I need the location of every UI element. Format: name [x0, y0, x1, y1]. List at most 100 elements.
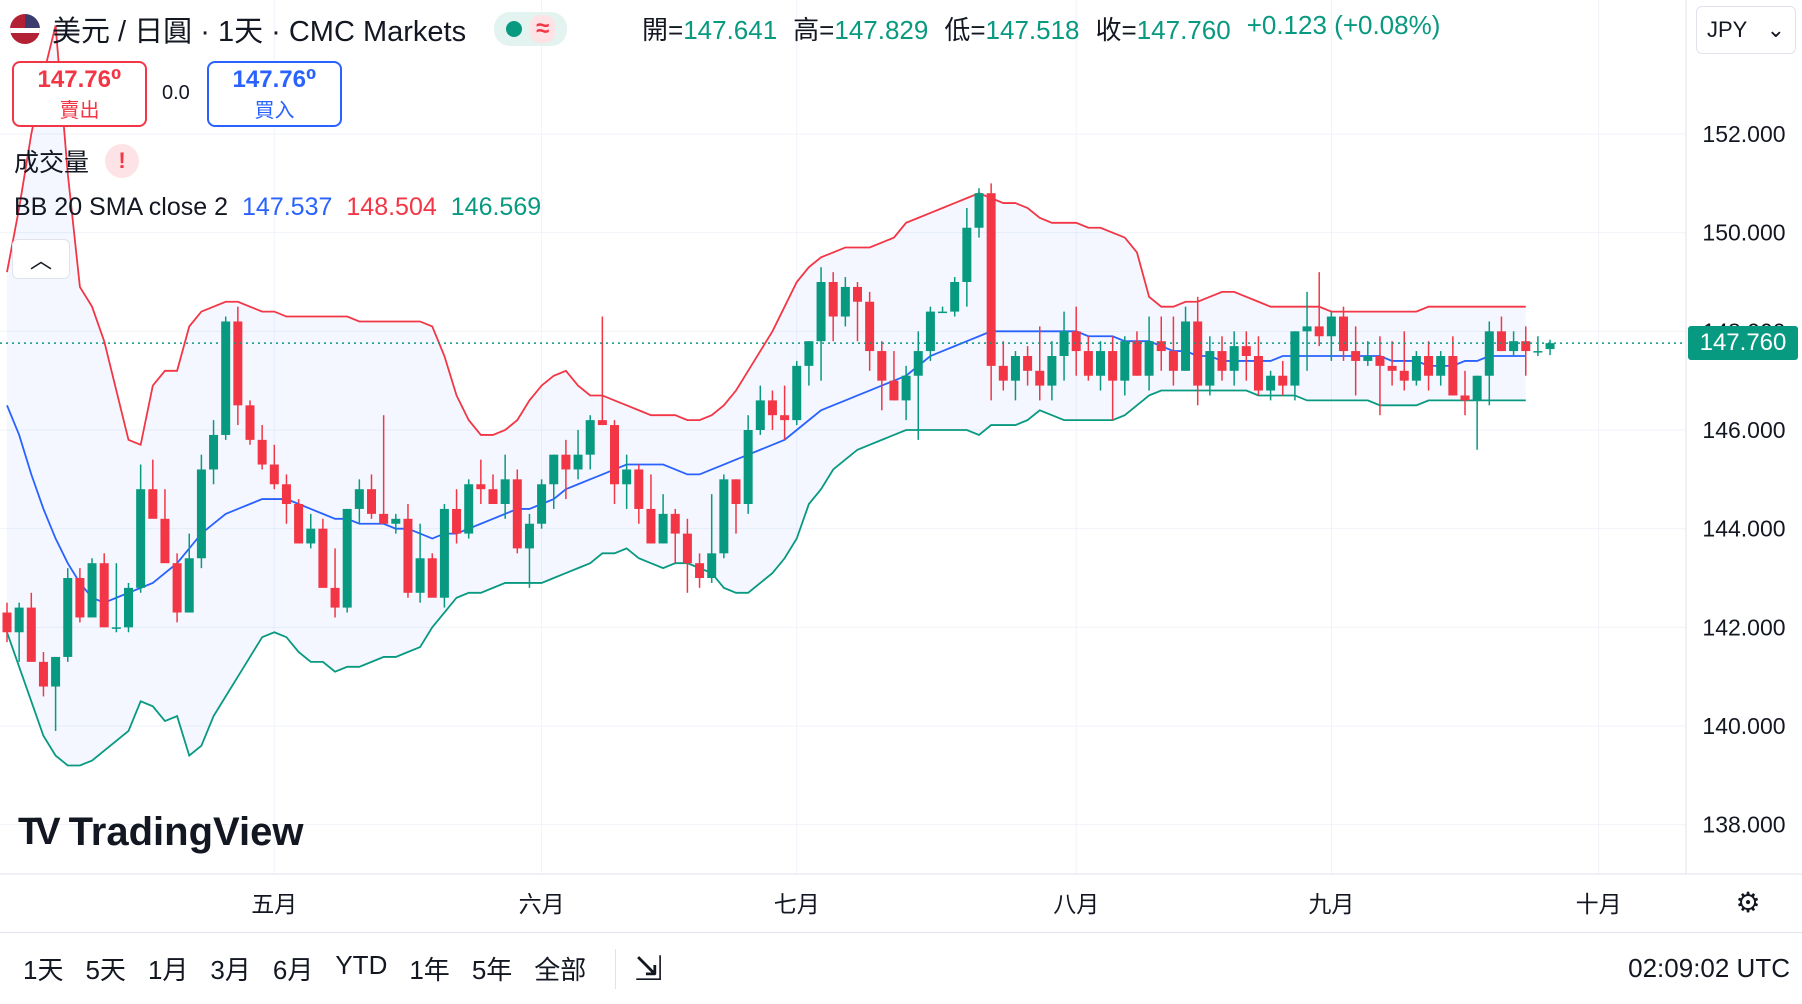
market-status-pill[interactable]: ≈ — [494, 12, 568, 46]
candle-body — [1509, 341, 1519, 352]
candle-body — [1339, 316, 1348, 352]
range-5d[interactable]: 5天 — [85, 955, 126, 985]
collapse-legend-button[interactable]: ︿ — [12, 239, 70, 279]
range-1m[interactable]: 1月 — [147, 955, 189, 985]
candle-body — [1363, 356, 1373, 361]
candle-body — [913, 351, 923, 376]
candle-body — [537, 484, 547, 524]
candle — [1181, 306, 1191, 371]
candle-body — [743, 430, 753, 504]
candle-body — [306, 528, 316, 544]
range-5y[interactable]: 5年 — [471, 955, 513, 985]
candle — [148, 459, 158, 519]
candle-body — [2, 612, 12, 633]
candle-body — [172, 563, 182, 613]
candle — [87, 558, 97, 618]
range-ytd[interactable]: YTD — [335, 950, 388, 980]
candle — [549, 454, 559, 509]
candle — [306, 513, 316, 549]
timeframe-ranges: 1天 5天 1月 3月 6月 YTD 1年 5年 全部 — [12, 950, 597, 987]
candle-body — [318, 528, 328, 588]
bb-basis-line — [6, 330, 1526, 604]
candle — [124, 582, 133, 633]
currency-select[interactable]: JPY ⌄ — [1696, 6, 1796, 54]
candle-body — [670, 513, 680, 534]
candle-body — [634, 469, 644, 509]
candle — [1156, 316, 1166, 371]
candle — [2, 602, 12, 643]
candle — [1108, 336, 1118, 421]
sell-price: 147.76⁰ — [37, 66, 122, 93]
candle-body — [1302, 326, 1312, 332]
warning-icon[interactable]: ! — [105, 144, 140, 178]
candle — [889, 351, 899, 401]
time-tick-label: 八月 — [1053, 891, 1099, 917]
ohlc-low-key: 低= — [944, 15, 986, 45]
candle-body — [804, 341, 814, 366]
candle-body — [160, 518, 170, 564]
candle-body — [658, 513, 668, 544]
candle-body — [379, 513, 389, 524]
candle-body — [962, 227, 972, 282]
bollinger-legend[interactable]: BB 20 SMA close 2 147.537 148.504 146.56… — [14, 193, 541, 222]
candle — [743, 415, 753, 514]
buy-button[interactable]: 147.76⁰ 買入 — [207, 61, 342, 127]
bb-upper-line — [6, 25, 1526, 447]
utc-clock[interactable]: 02:09:02 UTC — [1628, 953, 1790, 983]
candle — [1363, 341, 1373, 366]
candle-body — [1010, 356, 1020, 381]
range-1y[interactable]: 1年 — [409, 955, 450, 985]
candle — [1168, 316, 1178, 386]
candle — [1351, 326, 1361, 396]
candle-body — [1229, 346, 1239, 371]
candle — [75, 568, 85, 623]
range-3m[interactable]: 3月 — [210, 955, 251, 985]
candle-body — [610, 425, 619, 485]
candle-body — [1460, 395, 1470, 401]
range-all[interactable]: 全部 — [534, 955, 587, 985]
wave-icon: ≈ — [530, 15, 556, 43]
candle — [1436, 351, 1446, 386]
currency-value: JPY — [1707, 17, 1748, 42]
candle — [682, 518, 692, 593]
candle-body — [257, 439, 267, 465]
symbol-header[interactable]: 美元 / 日圓 · 1天 · CMC Markets ≈ — [10, 8, 568, 50]
range-6m[interactable]: 6月 — [272, 955, 314, 985]
candle — [610, 420, 619, 504]
settings-gear-icon[interactable]: ⚙ — [1735, 886, 1761, 918]
candle-body — [14, 607, 24, 633]
candle — [853, 282, 862, 342]
candle — [1484, 321, 1494, 406]
candle — [986, 183, 996, 401]
candle-body — [986, 193, 996, 366]
candle — [318, 518, 328, 588]
candle-body — [196, 469, 206, 559]
bb-upper-value: 148.504 — [346, 193, 437, 221]
sell-button[interactable]: 147.76⁰ 賣出 — [12, 61, 147, 127]
candle-body — [245, 405, 255, 440]
candle-body — [1120, 341, 1130, 381]
candle-body — [51, 656, 61, 687]
candle-body — [1411, 356, 1421, 381]
tradingview-logo[interactable]: TV TradingView — [18, 810, 303, 855]
candle-body — [38, 661, 48, 687]
candle — [1339, 306, 1348, 361]
candle-body — [1168, 351, 1178, 371]
goto-date-calendar-icon[interactable]: ⇲ — [634, 949, 663, 988]
range-1d[interactable]: 1天 — [23, 955, 64, 985]
time-tick-label: 六月 — [519, 891, 565, 917]
candle — [427, 553, 437, 598]
volume-indicator-row[interactable]: 成交量 ! — [14, 143, 140, 179]
candle — [925, 306, 935, 361]
price-tick-label: 146.000 — [1702, 417, 1785, 443]
candle-body — [719, 479, 729, 554]
candle-body — [974, 193, 984, 228]
candle-body — [853, 286, 862, 302]
tradingview-mark-icon: TV — [18, 811, 60, 853]
candle — [901, 365, 911, 421]
price-tick-label: 150.000 — [1702, 220, 1785, 246]
candle-body — [828, 282, 838, 317]
candle-body — [403, 518, 413, 593]
candle — [1217, 336, 1227, 381]
